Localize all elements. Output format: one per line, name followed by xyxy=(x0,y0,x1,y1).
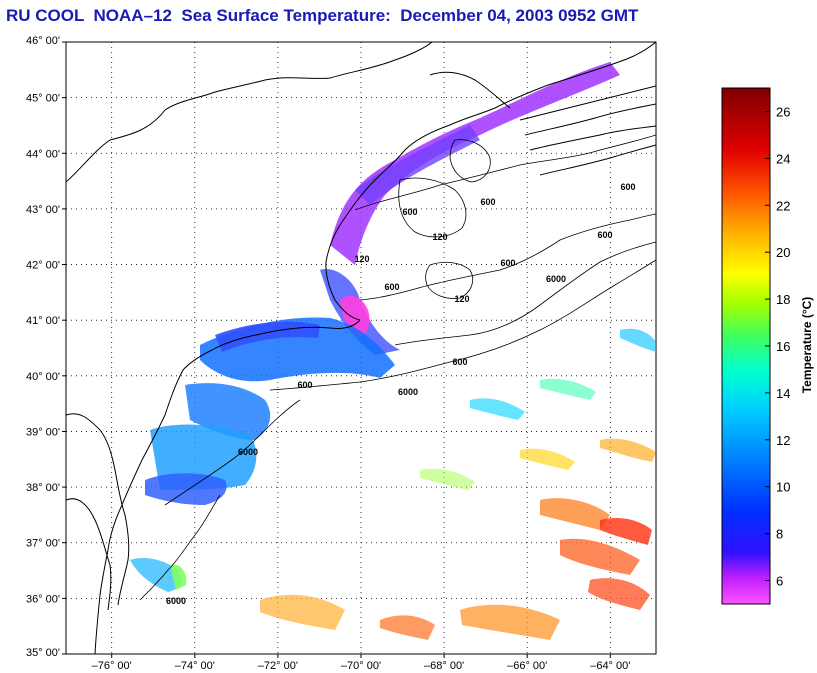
colorbar-tick-label: 10 xyxy=(776,480,790,495)
contour-label: 600 xyxy=(384,282,399,292)
contour-label: 6000 xyxy=(166,596,186,606)
colorbar-tick-label: 6 xyxy=(776,574,783,589)
latitude-tick-label: 37° 00' xyxy=(26,538,60,550)
colorbar-tick-label: 14 xyxy=(776,386,790,401)
contour-label: 120 xyxy=(454,294,469,304)
contour-label: 600 xyxy=(597,230,612,240)
latitude-tick-label: 41° 00' xyxy=(26,315,60,327)
contour-label: 600 xyxy=(500,258,515,268)
latitude-axis: 46° 00' 45° 00' 44° 00' 43° 00' 42° 00' 41° 0… xyxy=(26,35,66,659)
colorbar-label: Temperature (°C) xyxy=(800,297,814,394)
coastline xyxy=(66,42,656,654)
contour-label: 600 xyxy=(402,207,417,217)
longitude-axis: –76° 00' –74° 00' –72° 00' –70° 00' –68° 00'… xyxy=(92,654,630,672)
contour-labels: 600 600 600 600 600 600 120 120 120 600 6000 600 600… xyxy=(166,182,636,606)
colorbar-tick-label: 16 xyxy=(776,339,790,354)
longitude-tick-label: –70° 00' xyxy=(341,660,381,672)
colorbar-tick-label: 22 xyxy=(776,198,790,213)
contour-label: 6000 xyxy=(238,447,258,457)
colorbar-tick-label: 20 xyxy=(776,245,790,260)
latitude-tick-label: 36° 00' xyxy=(26,593,60,605)
latitude-tick-label: 40° 00' xyxy=(26,371,60,383)
contour-label: 6000 xyxy=(398,387,418,397)
contour-label: 600 xyxy=(452,357,467,367)
sst-swath xyxy=(130,62,656,640)
colorbar-tick-label: 26 xyxy=(776,104,790,119)
longitude-tick-label: –74° 00' xyxy=(175,660,215,672)
latitude-tick-label: 44° 00' xyxy=(26,148,60,160)
latitude-tick-label: 45° 00' xyxy=(26,93,60,105)
longitude-tick-label: –72° 00' xyxy=(258,660,298,672)
bathymetry-contours xyxy=(139,134,656,601)
latitude-tick-label: 42° 00' xyxy=(26,260,60,272)
latitude-tick-label: 35° 00' xyxy=(26,647,60,659)
colorbar: 26 24 22 20 18 16 14 12 10 8 6 Temperature (°C) xyxy=(721,87,814,605)
colorbar-tick-label: 18 xyxy=(776,292,790,307)
longitude-tick-label: –68° 00' xyxy=(424,660,464,672)
latitude-tick-label: 38° 00' xyxy=(26,482,60,494)
contour-label: 600 xyxy=(297,380,312,390)
map-title: RU COOL NOAA–12 Sea Surface Temperature:… xyxy=(6,6,639,25)
contour-label: 120 xyxy=(354,254,369,264)
latitude-tick-label: 39° 00' xyxy=(26,426,60,438)
colorbar-tick-label: 12 xyxy=(776,433,790,448)
longitude-tick-label: –76° 00' xyxy=(92,660,132,672)
latitude-tick-label: 43° 00' xyxy=(26,204,60,216)
colorbar-tick-label: 24 xyxy=(776,151,790,166)
colorbar-scale xyxy=(721,87,771,605)
colorbar-ticks: 26 24 22 20 18 16 14 12 10 8 6 xyxy=(765,104,790,589)
colorbar-tick-label: 8 xyxy=(776,527,783,542)
contour-label: 120 xyxy=(432,232,447,242)
contour-label: 600 xyxy=(620,182,635,192)
contour-label: 6000 xyxy=(546,274,566,284)
latitude-tick-label: 46° 00' xyxy=(26,35,60,47)
longitude-tick-label: –66° 00' xyxy=(507,660,547,672)
longitude-tick-label: –64° 00' xyxy=(590,660,630,672)
contour-label: 600 xyxy=(480,197,495,207)
